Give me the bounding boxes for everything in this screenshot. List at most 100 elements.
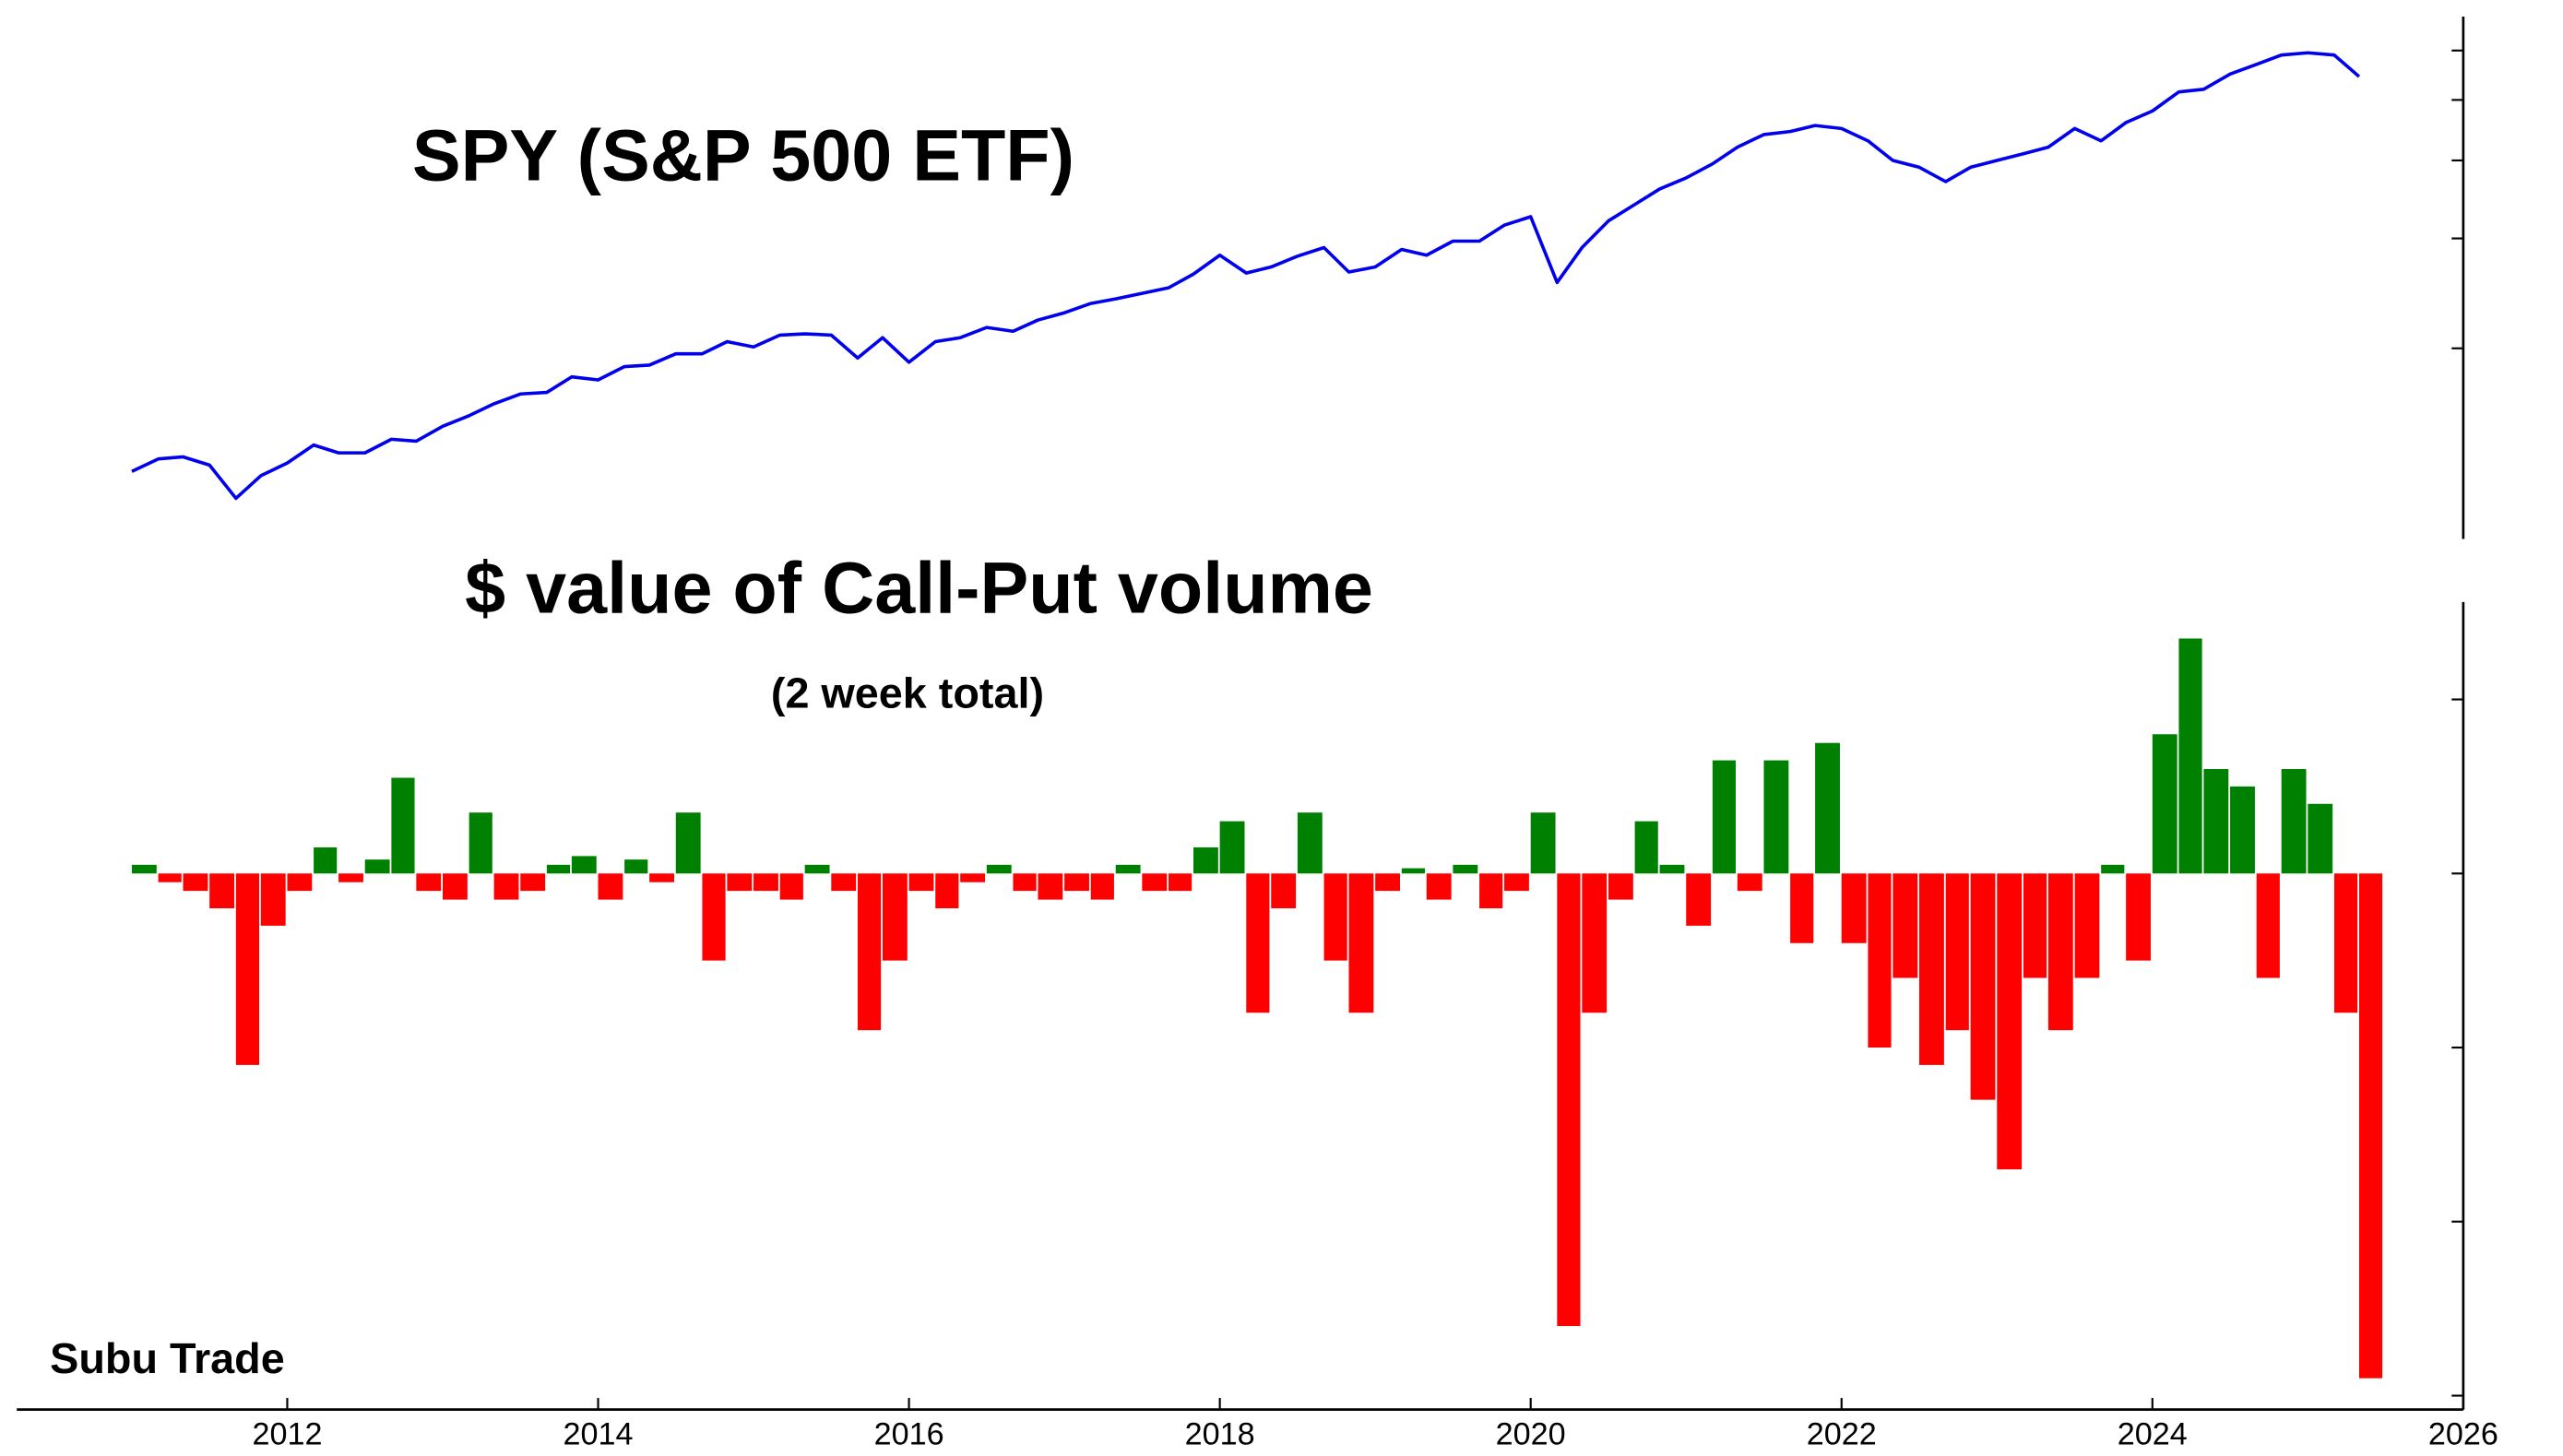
annotation: Subu Trade: [50, 1334, 285, 1382]
bar: [1169, 873, 1193, 892]
bar: [1919, 873, 1944, 1065]
bar: [1090, 873, 1114, 900]
chart-title: SPY (S&P 500 ETF): [412, 113, 1074, 195]
bar: [1841, 873, 1867, 943]
bar: [2074, 873, 2100, 978]
bar: [1970, 873, 1996, 1100]
bar: [1375, 873, 1401, 892]
bar: [2230, 786, 2255, 874]
bar: [649, 873, 674, 882]
x-tick-label: 2026: [2428, 1416, 2498, 1451]
bar: [1557, 873, 1581, 1327]
bar: [1401, 868, 1425, 874]
bar: [1426, 873, 1452, 900]
bar: [260, 873, 286, 926]
bar: [1038, 873, 1063, 900]
chart-subtitle: (2 week total): [771, 669, 1044, 717]
bar: [364, 859, 390, 874]
bar: [338, 873, 363, 882]
bar: [2178, 638, 2202, 874]
bar: [1634, 821, 1658, 874]
bar: [158, 873, 182, 882]
bar: [2126, 873, 2152, 961]
bar: [1013, 873, 1037, 892]
bar: [1659, 864, 1685, 874]
bar: [520, 873, 546, 892]
bar: [804, 864, 830, 874]
bar: [1790, 873, 1814, 943]
bar: [1271, 873, 1297, 909]
bar: [1582, 873, 1608, 1013]
bar: [598, 873, 623, 900]
bar: [727, 873, 753, 892]
bar: [1323, 873, 1347, 961]
x-tick-label: 2018: [1185, 1416, 1255, 1451]
bar: [1453, 864, 1478, 874]
bar: [314, 846, 338, 874]
bar: [1608, 873, 1633, 900]
bar: [1115, 864, 1141, 874]
bar: [546, 864, 571, 874]
bar: [1945, 873, 1969, 1031]
x-tick-label: 2012: [252, 1416, 322, 1451]
bar: [908, 873, 934, 892]
bar: [416, 873, 442, 892]
bar: [1763, 760, 1789, 874]
bar: [1504, 873, 1529, 892]
bar: [935, 873, 959, 909]
bar: [702, 873, 726, 961]
bar: [1479, 873, 1503, 909]
bar: [2281, 769, 2307, 874]
bar: [1064, 873, 1089, 892]
bar: [1686, 873, 1712, 926]
bar: [831, 873, 857, 892]
bar: [1219, 821, 1245, 874]
bar: [1868, 873, 1892, 1048]
bar: [960, 873, 986, 882]
bar: [1893, 873, 1918, 978]
bar: [2333, 873, 2358, 1013]
bar: [209, 873, 235, 909]
bar: [2358, 873, 2383, 1379]
bar: [2101, 864, 2125, 874]
bar: [624, 859, 648, 874]
bar: [235, 873, 260, 1065]
bar: [1142, 873, 1168, 892]
bar: [493, 873, 519, 900]
bar: [1815, 742, 1840, 874]
bar: [1297, 812, 1323, 874]
bar: [183, 873, 208, 892]
bar: [1193, 846, 1218, 874]
bar: [391, 777, 415, 874]
bar: [1997, 873, 2023, 1170]
bar: [287, 873, 313, 892]
bar: [779, 873, 803, 900]
bar: [2256, 873, 2280, 978]
chart-title: $ value of Call-Put volume: [465, 547, 1373, 629]
bar: [442, 873, 468, 900]
bar: [2047, 873, 2073, 1031]
bar: [1737, 873, 1762, 892]
bar: [1530, 812, 1556, 874]
bar: [986, 864, 1012, 874]
price-line: [131, 51, 2361, 501]
x-tick-label: 2022: [1807, 1416, 1877, 1451]
bar: [2152, 734, 2177, 874]
bar: [2023, 873, 2047, 978]
bar: [1712, 760, 1737, 874]
bar: [753, 873, 778, 892]
bar: [131, 864, 157, 874]
bar: [1246, 873, 1270, 1013]
bar: [469, 812, 492, 874]
x-tick-label: 2014: [564, 1416, 634, 1451]
x-tick-label: 2016: [874, 1416, 944, 1451]
bar: [882, 873, 908, 961]
bar: [857, 873, 882, 1031]
bar: [571, 856, 597, 874]
bar: [1348, 873, 1374, 1013]
bar: [2308, 803, 2333, 874]
x-tick-label: 2024: [2118, 1416, 2188, 1451]
bar: [675, 812, 701, 874]
